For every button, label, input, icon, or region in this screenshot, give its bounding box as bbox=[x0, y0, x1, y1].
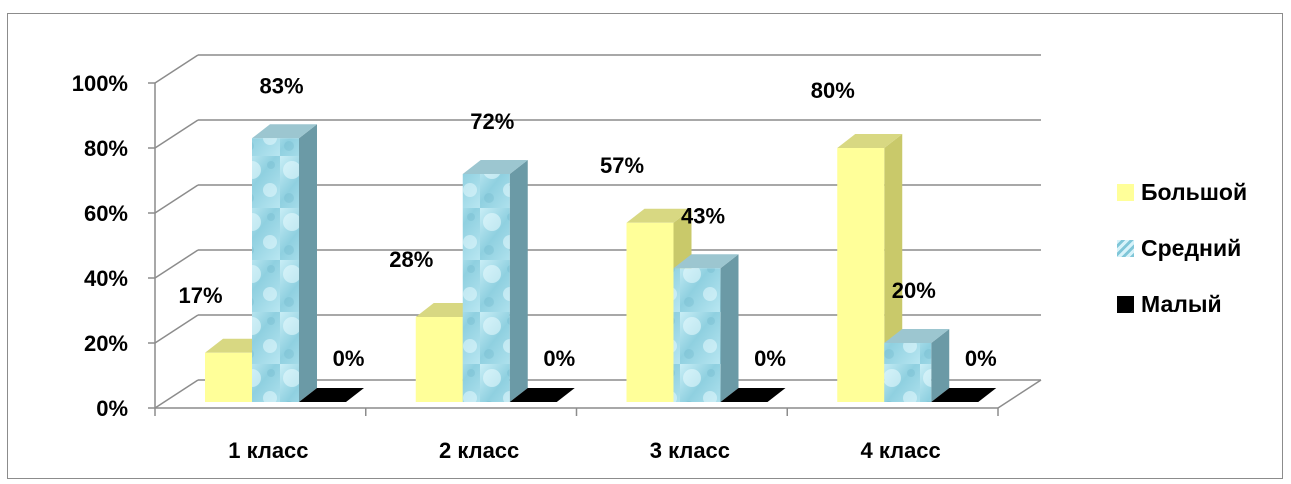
bar-medium-2 bbox=[462, 160, 528, 402]
legend-item-maliy: Малый bbox=[1117, 290, 1287, 319]
y-tick-label: 60% bbox=[84, 201, 128, 226]
data-label-medium-1: 83% bbox=[259, 73, 303, 98]
gridline-depth bbox=[154, 119, 199, 149]
bar-medium-2-side bbox=[509, 160, 528, 402]
bar-medium-3-side bbox=[720, 254, 739, 402]
data-labels: 17% 83% 0% 28% 72% 0% 57% 43% 0% 80% 20% 0% bbox=[178, 73, 996, 371]
bar-small-3 bbox=[720, 388, 786, 402]
legend-label-sredniy: Средний bbox=[1141, 235, 1242, 261]
bar-big-4-top bbox=[837, 134, 903, 148]
data-label-small-2: 0% bbox=[543, 346, 575, 371]
bar-small-4 bbox=[931, 388, 997, 402]
legend-item-bolshoy: Большой bbox=[1117, 178, 1287, 207]
y-tick-label: 80% bbox=[84, 136, 128, 161]
gridline-depth bbox=[154, 54, 199, 84]
legend-swatch-maliy bbox=[1117, 296, 1134, 313]
data-label-big-3: 57% bbox=[600, 153, 644, 178]
data-label-big-1: 17% bbox=[178, 283, 222, 308]
data-label-small-1: 0% bbox=[333, 346, 365, 371]
legend-swatch-bolshoy bbox=[1117, 184, 1134, 201]
bar-medium-4-top bbox=[884, 329, 950, 343]
legend-label-bolshoy: Большой bbox=[1141, 179, 1248, 205]
bar-medium-1-side bbox=[299, 124, 317, 402]
bar-small-1 bbox=[299, 388, 364, 402]
x-tick-label: 4 класс bbox=[860, 438, 940, 463]
bars bbox=[205, 124, 997, 402]
bar-medium-2-front bbox=[462, 174, 510, 402]
bar-medium-1 bbox=[252, 124, 317, 402]
legend-item-sredniy: Средний bbox=[1117, 234, 1287, 263]
data-label-big-4: 80% bbox=[811, 78, 855, 103]
floor-right-edge bbox=[997, 379, 1042, 409]
gridline-depth bbox=[154, 314, 199, 344]
bar-medium-4 bbox=[884, 329, 950, 402]
bar-big-4-front bbox=[837, 148, 885, 402]
bar-medium-3 bbox=[673, 254, 739, 402]
bar-medium-4-front bbox=[884, 343, 932, 402]
y-tick-label: 0% bbox=[96, 396, 128, 421]
data-label-medium-3: 43% bbox=[681, 203, 725, 228]
legend-label-maliy: Малый bbox=[1141, 291, 1222, 317]
bar-big-3-top bbox=[626, 208, 692, 223]
bar-medium-3-top bbox=[673, 254, 739, 269]
bar-big-3-front bbox=[626, 222, 674, 402]
y-tick-label: 100% bbox=[72, 71, 128, 96]
bar-small-2 bbox=[509, 388, 575, 402]
y-tick-label: 40% bbox=[84, 266, 128, 291]
bar-small-4-flat bbox=[931, 388, 997, 402]
bar-big-2-front bbox=[415, 317, 463, 402]
data-label-small-3: 0% bbox=[754, 346, 786, 371]
x-tick-label: 1 класс bbox=[228, 438, 308, 463]
gridline-depth bbox=[154, 379, 199, 409]
axis-labels: 0% 20% 40% 60% 80% 100% 1 класс 2 класс 3 класс 4… bbox=[72, 71, 941, 463]
data-label-small-4: 0% bbox=[965, 346, 997, 371]
data-label-medium-2: 72% bbox=[470, 109, 514, 134]
legend-swatch-sredniy bbox=[1117, 240, 1134, 257]
bar-medium-1-front bbox=[252, 138, 299, 402]
bar-small-3-flat bbox=[720, 388, 786, 402]
legend: Большой Средний Малый bbox=[1117, 178, 1287, 346]
gridline-depth bbox=[154, 249, 199, 279]
bar-medium-3-front bbox=[673, 268, 721, 402]
x-tick-label: 2 класс bbox=[439, 438, 519, 463]
x-tick-label: 3 класс bbox=[650, 438, 730, 463]
bar-small-1-flat bbox=[299, 388, 364, 402]
gridline-depth bbox=[154, 184, 199, 214]
data-label-medium-4: 20% bbox=[892, 278, 936, 303]
bar-big-1-front bbox=[205, 352, 252, 402]
bar-medium-1-top bbox=[252, 124, 317, 139]
bar-medium-2-top bbox=[462, 160, 528, 174]
bar-medium-4-side bbox=[931, 329, 950, 402]
data-label-big-2: 28% bbox=[389, 247, 433, 272]
y-tick-label: 20% bbox=[84, 331, 128, 356]
bar-big-4 bbox=[837, 134, 903, 402]
bar-small-2-flat bbox=[509, 388, 575, 402]
